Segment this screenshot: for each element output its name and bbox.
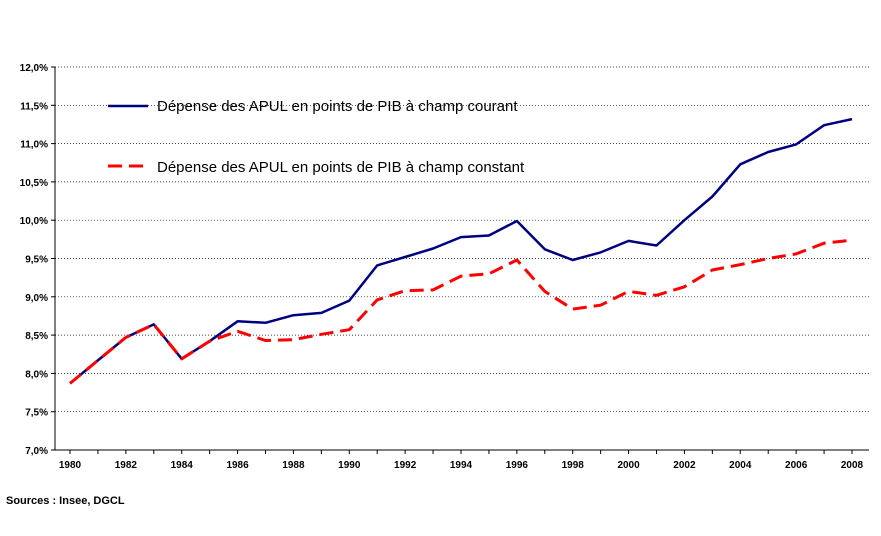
x-tick-label: 2000 xyxy=(617,460,640,471)
y-tick-label: 7,5% xyxy=(25,408,48,419)
y-tick-labels: 7,0% 7,5% 8,0% 8,5% 9,0% 9,5% 10,0% 10,5% 11,0% 1… xyxy=(20,63,48,457)
x-tick-label: 2004 xyxy=(729,460,752,471)
y-tick-label: 11,0% xyxy=(20,140,48,151)
x-tick-label: 1980 xyxy=(59,460,82,471)
x-tick-label: 1994 xyxy=(450,460,473,471)
y-tick-label: 9,5% xyxy=(25,255,48,266)
y-tick-label: 11,5% xyxy=(20,101,48,112)
x-tick-label: 1982 xyxy=(115,460,138,471)
y-tick-label: 9,0% xyxy=(25,293,48,304)
x-tick-label: 1990 xyxy=(338,460,361,471)
x-tick-label: 1998 xyxy=(562,460,585,471)
y-tick-label: 7,0% xyxy=(25,446,48,457)
series-line-constant xyxy=(69,238,853,385)
y-tick-label: 8,0% xyxy=(25,369,48,380)
gridlines xyxy=(55,66,869,413)
x-tick-label: 1984 xyxy=(171,460,194,471)
legend-label-constant: Dépense des APUL en points de PIB à cham… xyxy=(157,159,525,176)
y-tick-label: 10,0% xyxy=(20,216,48,227)
y-tick-label: 10,5% xyxy=(20,178,48,189)
x-tick-label: 2008 xyxy=(841,460,864,471)
source-note: Sources : Insee, DGCL xyxy=(6,495,125,507)
x-tick-labels: 1980 1982 1984 1986 1988 1990 1992 1994 1996 1998… xyxy=(59,460,864,471)
x-tick-label: 1988 xyxy=(282,460,305,471)
x-tick-label: 2002 xyxy=(673,460,696,471)
y-tick-label: 12,0% xyxy=(20,63,48,74)
series-lines xyxy=(69,117,853,385)
x-tick-label: 2006 xyxy=(785,460,808,471)
y-tick-label: 8,5% xyxy=(25,331,48,342)
legend-label-courant: Dépense des APUL en points de PIB à cham… xyxy=(157,98,518,115)
x-tick-label: 1986 xyxy=(226,460,249,471)
legend: Dépense des APUL en points de PIB à cham… xyxy=(108,98,525,176)
x-tick-label: 1996 xyxy=(506,460,529,471)
x-tick-label: 1992 xyxy=(394,460,417,471)
axes xyxy=(51,66,869,454)
